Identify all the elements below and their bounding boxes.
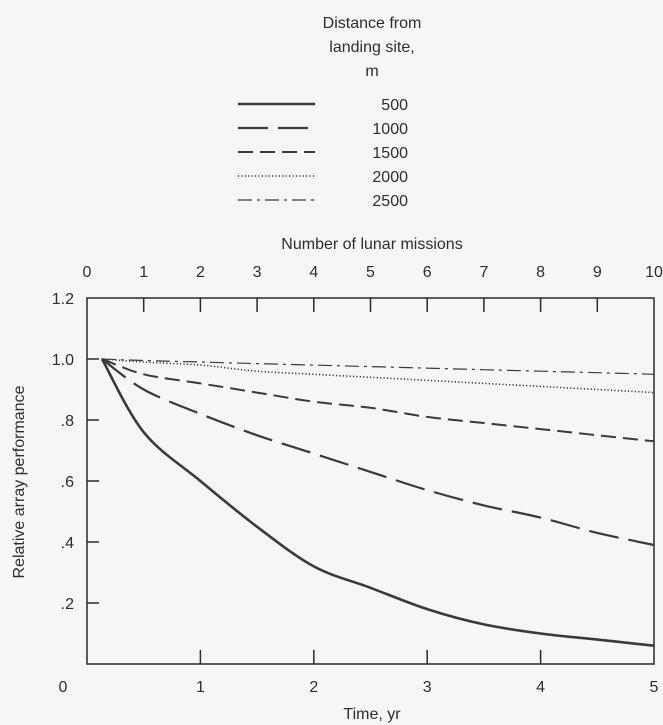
x-tick-label-3: 3 <box>423 679 432 696</box>
series-line-1000 <box>101 358 655 547</box>
top-axis-label: Number of lunar missions <box>281 236 462 253</box>
top-tick-label-4: 4 <box>309 264 318 281</box>
y-tick-label-1: .4 <box>61 535 74 552</box>
series-line-2500 <box>101 358 655 375</box>
legend-title-line-3: m <box>365 63 378 80</box>
legend-label-500: 500 <box>381 97 408 114</box>
x-tick-label-4: 4 <box>536 679 545 696</box>
legend: Distance from landing site, m 500 1000 150… <box>238 15 421 210</box>
series-line-500 <box>100 358 655 647</box>
top-tick-label-7: 7 <box>479 264 488 281</box>
y-tick-label-0: .2 <box>61 596 74 613</box>
series-line-2000 <box>101 358 655 394</box>
top-tick-label-9: 9 <box>593 264 602 281</box>
series-line-1500 <box>101 358 655 443</box>
x-tick-label-5: 5 <box>650 679 659 696</box>
top-tick-label-2: 2 <box>196 264 205 281</box>
y-axis-label: Relative array performance <box>11 385 28 578</box>
top-tick-label-0: 0 <box>83 264 92 281</box>
series-layer <box>100 358 655 647</box>
x-tick-label-1: 1 <box>196 679 205 696</box>
plot-frame <box>86 297 655 665</box>
legend-label-2500: 2500 <box>372 193 408 210</box>
y-tick-label-3: .8 <box>61 413 74 430</box>
y-tick-label-2: .6 <box>61 474 74 491</box>
legend-title-line-1: Distance from <box>323 15 422 32</box>
top-tick-label-5: 5 <box>366 264 375 281</box>
x-tick-label-0: 0 <box>59 679 68 696</box>
top-tick-label-6: 6 <box>423 264 432 281</box>
legend-title-line-2: landing site, <box>329 39 414 56</box>
y-tick-label-5: 1.2 <box>52 291 74 308</box>
top-tick-label-1: 1 <box>139 264 148 281</box>
legend-label-2000: 2000 <box>372 169 408 186</box>
top-tick-label-3: 3 <box>253 264 262 281</box>
x-axis-label: Time, yr <box>343 706 401 723</box>
top-tick-label-8: 8 <box>536 264 545 281</box>
y-tick-label-4: 1.0 <box>52 352 74 369</box>
legend-label-1500: 1500 <box>372 145 408 162</box>
legend-label-1000: 1000 <box>372 121 408 138</box>
top-tick-label-10: 10 <box>645 264 663 281</box>
x-tick-label-2: 2 <box>309 679 318 696</box>
